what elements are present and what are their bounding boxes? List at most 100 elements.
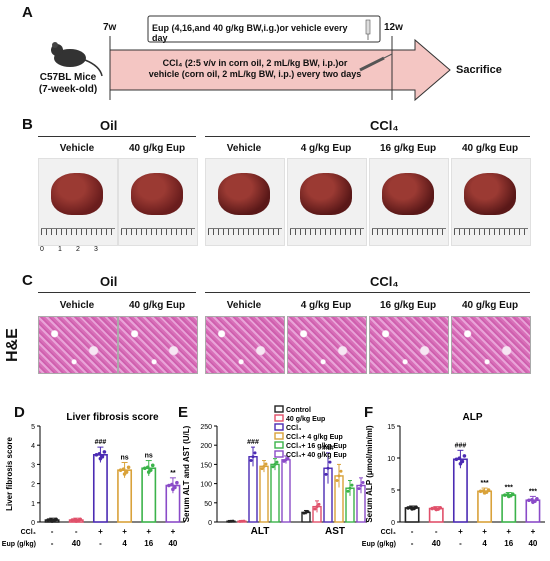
ccl4-row-value: +	[122, 527, 127, 536]
experiment-timeline	[51, 15, 451, 102]
legend-label: CCl₄+ 16 g/kg Eup	[286, 443, 347, 450]
eup-row-value: 40	[528, 539, 537, 548]
eup-row-value: -	[459, 539, 462, 548]
bar	[259, 465, 269, 523]
liver-photo-label: Vehicle	[226, 143, 262, 154]
bar	[141, 467, 157, 523]
injection-syringe-icon	[359, 53, 393, 72]
data-point	[175, 480, 179, 485]
y-tick-label: 10	[387, 456, 395, 463]
data-point	[142, 466, 147, 471]
y-tick-label: 5	[31, 424, 35, 431]
eup-treatment-text: Eup (4,16,and 40 g/kg BW,i.g.)or vehicle…	[152, 23, 348, 43]
legend-swatch	[274, 423, 284, 431]
panel-letter-b: B	[22, 116, 33, 133]
legend-swatch	[274, 441, 284, 449]
data-point	[324, 472, 328, 476]
group-label-oil: Oil	[100, 118, 118, 133]
ccl4-row-value: +	[146, 527, 151, 536]
data-point	[502, 493, 507, 497]
data-point	[337, 474, 341, 478]
sacrifice-label: Sacrifice	[456, 64, 502, 76]
significance-label: ns	[145, 453, 153, 460]
eup-row-label: Eup (g/kg)	[2, 541, 36, 548]
data-point	[306, 510, 310, 514]
legend-label: Control	[286, 407, 311, 414]
significance-label: ###	[247, 439, 259, 446]
data-point	[231, 519, 235, 523]
ccl4-treatment-text-2: vehicle (corn oil, 2 mL/kg BW, i.p.) eve…	[148, 69, 362, 79]
eup-row-value: 40	[432, 539, 441, 548]
y-tick-label: 250	[200, 424, 212, 431]
y-axis-label: Liver fibrosis score	[5, 437, 14, 511]
eup-row-value: -	[51, 539, 54, 548]
significance-label: ###	[455, 442, 467, 449]
data-point	[126, 465, 131, 470]
he-image	[451, 316, 531, 374]
significance-label: ###	[322, 445, 334, 452]
data-point	[535, 497, 539, 501]
y-tick-label: 1	[31, 501, 35, 508]
ccl4-treatment-text-1: CCl₄ (2:5 v/v in corn oil, 2 mL/kg BW, i…	[162, 58, 348, 68]
group-label-ccl4-he: CCl₄	[370, 274, 399, 289]
y-axis-label: Serum ALT and AST (U/L)	[182, 425, 191, 522]
panel-letter-c: C	[22, 272, 33, 289]
data-point	[145, 465, 150, 470]
data-point	[328, 460, 332, 464]
data-point	[315, 505, 319, 509]
data-point	[98, 456, 103, 461]
data-point	[167, 483, 171, 488]
data-point	[457, 456, 462, 460]
he-image	[369, 316, 449, 374]
eup-row-value: 40	[168, 539, 177, 548]
ccl4-row-value: +	[531, 527, 536, 536]
y-tick-label: 5	[391, 488, 395, 495]
data-point	[478, 489, 483, 494]
y-tick-label: 0	[208, 520, 212, 527]
liver-photo-label: 40 g/kg Eup	[461, 143, 519, 154]
he-image-label: Vehicle	[226, 300, 262, 311]
ccl4-row-value: -	[51, 527, 54, 536]
data-point	[462, 454, 467, 458]
week-end-label: 12w	[384, 22, 403, 33]
ccl4-row-value: +	[506, 527, 511, 536]
week-start-label: 7w	[103, 22, 117, 33]
ruler-mark: 3	[94, 246, 98, 253]
liver-photo-label: 4 g/kg Eup	[300, 143, 352, 154]
data-point	[78, 517, 83, 522]
data-point	[346, 489, 350, 493]
data-point	[339, 469, 343, 473]
data-point	[454, 457, 459, 462]
data-point	[359, 484, 363, 488]
ccl4-row-value: +	[482, 527, 487, 536]
data-point	[506, 494, 511, 499]
data-point	[273, 462, 277, 466]
y-tick-label: 3	[31, 462, 35, 469]
data-point	[434, 507, 439, 512]
data-point	[348, 486, 352, 490]
x-category-label: AST	[325, 526, 345, 537]
significance-label: ns	[120, 454, 128, 461]
ruler-mark: 1	[58, 246, 62, 253]
panel-letter-a: A	[22, 4, 33, 21]
liver-photo-label: 16 g/kg Eup	[379, 143, 437, 154]
eup-row-value: -	[411, 539, 414, 548]
data-point	[527, 498, 531, 503]
eup-row-value: 4	[482, 539, 487, 548]
data-point	[46, 518, 50, 522]
data-point	[414, 505, 418, 509]
legend-swatch	[274, 432, 284, 440]
he-image-label: 4 g/kg Eup	[300, 300, 352, 311]
eup-row-value: 16	[504, 539, 513, 548]
y-axis-label: Serum ALP (μmol/min/ml)	[365, 425, 374, 523]
bar	[248, 456, 258, 523]
eup-row-value: 16	[144, 539, 153, 548]
data-point	[357, 487, 361, 491]
data-point	[242, 519, 246, 523]
liver-photo	[38, 158, 118, 246]
ruler-mark: 0	[40, 246, 44, 253]
data-point	[102, 450, 107, 454]
data-point	[410, 507, 414, 511]
y-tick-label: 100	[200, 482, 212, 489]
bar	[270, 463, 280, 523]
